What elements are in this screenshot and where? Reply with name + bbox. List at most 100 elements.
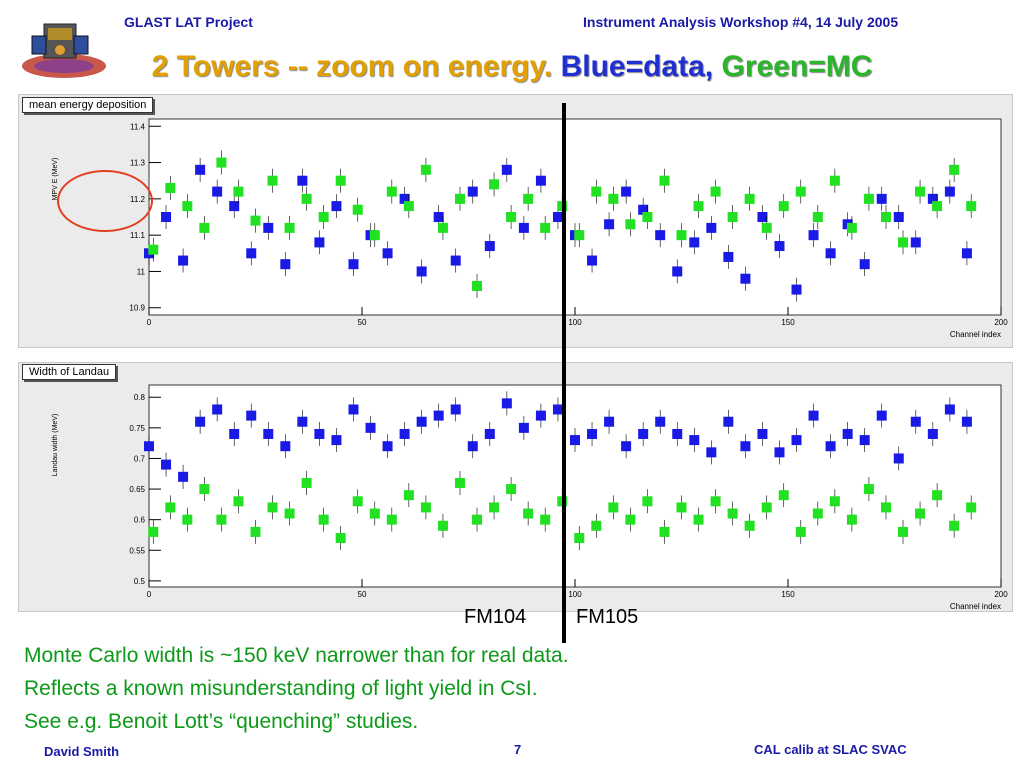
data-point	[331, 435, 342, 446]
data-point	[966, 502, 977, 513]
data-point	[932, 201, 943, 212]
data-point	[246, 248, 257, 259]
data-point	[591, 520, 602, 531]
series-data	[144, 157, 972, 302]
data-point	[727, 212, 738, 222]
data-point	[655, 416, 666, 427]
slide-title: 2 Towers -- zoom on energy. Blue=data, G…	[0, 50, 1024, 84]
data-point	[898, 237, 909, 248]
series-data	[144, 391, 972, 489]
data-point	[216, 157, 227, 168]
data-point	[727, 508, 738, 519]
panel-landau-width: 0.5 0.55 0.6 0.65 0.7 0.75 0.8 0 50 100 150 200 Chan…	[18, 362, 1013, 612]
data-point	[893, 212, 904, 222]
chart-landau-width: 0.5 0.55 0.6 0.65 0.7 0.75 0.8 0 50 100 150 200 Chan…	[52, 384, 1008, 611]
data-point	[472, 514, 483, 525]
data-point	[403, 201, 414, 212]
data-point	[472, 280, 483, 291]
x-tick-label: 200	[994, 318, 1008, 327]
footer-page-number: 7	[514, 742, 522, 757]
body-line-1: Monte Carlo width is ~150 keV narrower t…	[24, 644, 569, 667]
data-point	[280, 259, 291, 270]
data-point	[454, 193, 465, 204]
data-point	[552, 212, 563, 222]
data-point	[672, 428, 683, 439]
data-point	[182, 201, 193, 212]
data-point	[212, 404, 223, 415]
data-point	[723, 416, 734, 427]
data-point	[352, 496, 363, 507]
data-point	[535, 175, 546, 186]
data-point	[501, 398, 512, 409]
data-point	[961, 248, 972, 259]
data-point	[570, 435, 580, 446]
data-point	[523, 193, 534, 204]
data-point	[859, 259, 870, 270]
data-point	[450, 255, 461, 266]
data-point	[178, 255, 189, 266]
body-line-3: See e.g. Benoit Lott’s “quenching” studi…	[24, 710, 419, 733]
data-point	[318, 212, 329, 222]
title-part2: Blue=data,	[560, 50, 714, 83]
data-point	[335, 175, 346, 186]
data-point	[778, 201, 789, 212]
data-point	[301, 193, 312, 204]
y-tick-label: 11.4	[130, 122, 146, 131]
data-point	[608, 502, 619, 513]
data-point	[659, 526, 670, 537]
data-point	[165, 502, 176, 513]
data-point	[552, 404, 563, 415]
data-point	[587, 255, 598, 266]
fm105-label: FM105	[576, 606, 639, 628]
data-point	[591, 186, 602, 197]
data-point	[348, 404, 359, 415]
data-point	[437, 520, 448, 531]
data-point	[454, 477, 465, 488]
data-point	[655, 230, 666, 241]
data-point	[433, 212, 444, 222]
y-tick-label: 10.9	[129, 304, 145, 313]
title-part3: Green=MC	[721, 50, 873, 83]
data-point	[642, 496, 653, 507]
data-point	[672, 266, 683, 277]
data-point	[710, 186, 721, 197]
data-point	[267, 175, 278, 186]
data-point	[199, 222, 210, 233]
data-point	[416, 416, 427, 427]
data-point	[932, 490, 943, 501]
data-point	[876, 410, 887, 421]
data-point	[331, 201, 342, 212]
data-point	[506, 212, 517, 222]
y-tick-label: 0.5	[134, 577, 146, 586]
data-point	[506, 484, 517, 495]
data-point	[267, 502, 278, 513]
data-point	[795, 526, 806, 537]
data-point	[638, 428, 649, 439]
project-header: GLAST LAT Project	[124, 14, 253, 30]
data-point	[518, 222, 529, 233]
data-point	[148, 244, 159, 255]
data-point	[659, 175, 670, 186]
data-point	[638, 204, 649, 215]
data-point	[859, 435, 870, 446]
data-point	[880, 502, 891, 513]
data-point	[880, 212, 891, 222]
data-point	[676, 230, 687, 241]
series-mc	[148, 470, 977, 551]
data-point	[489, 502, 500, 513]
y-tick-label: 11	[137, 267, 146, 276]
data-point	[621, 186, 632, 197]
footer-author: David Smith	[44, 744, 120, 759]
x-axis-label: Channel index	[950, 602, 1001, 611]
data-point	[710, 496, 721, 507]
x-tick-label: 150	[781, 590, 795, 599]
data-point	[365, 422, 376, 433]
data-point	[625, 219, 636, 230]
data-point	[915, 508, 926, 519]
footer-tag: CAL calib at SLAC SVAC	[754, 742, 907, 757]
data-point	[386, 186, 397, 197]
data-point	[757, 428, 768, 439]
data-point	[314, 237, 325, 248]
data-point	[863, 193, 874, 204]
